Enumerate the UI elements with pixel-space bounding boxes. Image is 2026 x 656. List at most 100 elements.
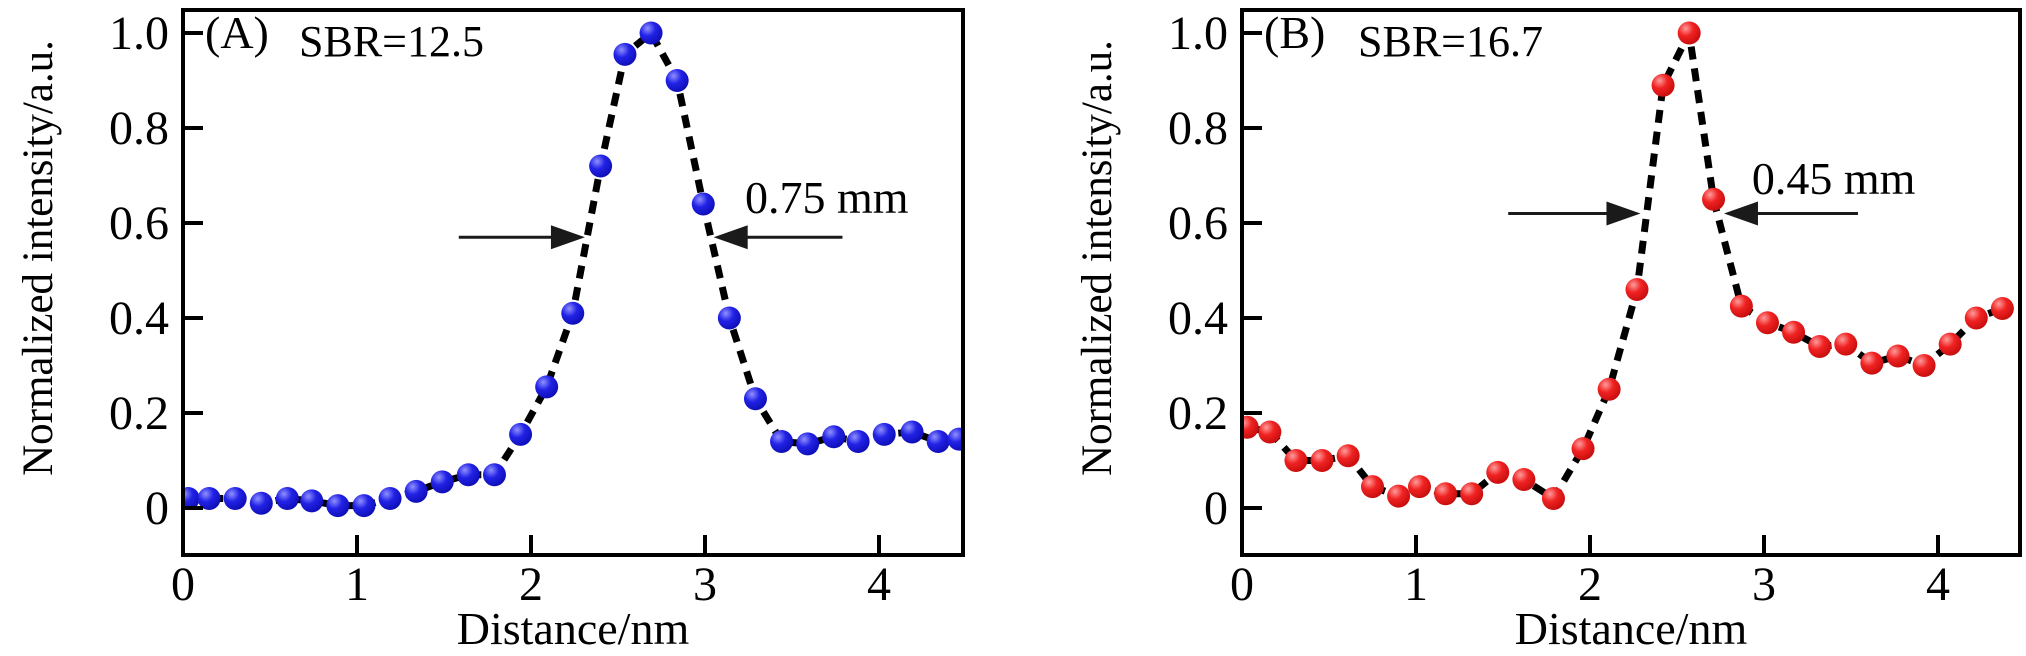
panel-a-data-point xyxy=(535,375,559,399)
panel-b-data-point xyxy=(1310,449,1334,472)
y-tick-label: 0.2 xyxy=(1168,387,1228,440)
y-tick-label: 1.0 xyxy=(109,7,169,60)
panel-a-data-point xyxy=(404,479,428,503)
panel-a-data-point xyxy=(639,21,663,45)
panel-a-fwhm-width-label: 0.75 mm xyxy=(745,172,909,223)
panel-b-data-point xyxy=(1990,297,2014,320)
panel-b-data-point xyxy=(1912,354,1936,377)
panel-a-data-point xyxy=(275,487,299,510)
panel-a-data-point xyxy=(197,487,221,510)
panel-a-data-point xyxy=(509,422,533,446)
panel-b-data-point xyxy=(1541,487,1565,510)
panel-b-data-point xyxy=(1571,437,1595,461)
panel-a-data-point xyxy=(378,487,402,510)
panel-b-plot-box xyxy=(1240,8,2022,557)
panel-a-data-point xyxy=(926,430,950,453)
x-tick-label: 4 xyxy=(1926,558,1950,611)
panel-b-data-point xyxy=(1938,332,1962,356)
panel-b-data-point xyxy=(1886,344,1910,368)
panel-b-data-point xyxy=(1729,294,1753,318)
panel-a-data-point xyxy=(185,487,200,510)
panel-a-data-point xyxy=(613,42,637,66)
panel-b-data-point xyxy=(1486,460,1510,484)
panel-b-data-point xyxy=(1782,320,1806,344)
panel-b-data-point xyxy=(1808,335,1832,358)
panel-b-fwhm-annotation: 0.45 mm xyxy=(1508,153,1916,226)
y-tick-label: 0.8 xyxy=(1168,102,1228,155)
panel-a-data-point xyxy=(223,487,247,510)
panel-b-data-point xyxy=(1361,475,1384,499)
panel-a-data-point xyxy=(665,69,689,92)
y-tick-label: 0 xyxy=(145,482,169,535)
x-tick-label: 2 xyxy=(1578,558,1602,611)
panel-a-data-point xyxy=(717,306,741,330)
panel-a-data-point xyxy=(796,432,820,456)
panel-a: 0 1 2 3 4 0 0.2 0.4 0.6 0.8 1.0 Distance/nm Normaliz… xyxy=(15,7,965,654)
panel-a-data-point xyxy=(482,463,506,487)
panel-b-x-axis-title: Distance/nm xyxy=(1515,603,1748,654)
fwhm-arrowhead-icon xyxy=(550,225,585,250)
fwhm-arrowhead-icon xyxy=(713,225,748,250)
y-tick-label: 0.6 xyxy=(1168,197,1228,250)
panel-b-dashed-line xyxy=(1246,21,2004,504)
y-tick-label: 0.8 xyxy=(109,102,169,155)
panel-a-x-axis-title: Distance/nm xyxy=(457,603,690,654)
panel-a-fwhm-annotation: 0.75 mm xyxy=(458,172,909,250)
panel-a-sbr-label: SBR=12.5 xyxy=(299,17,484,66)
x-tick-label: 2 xyxy=(519,558,543,611)
panel-a-letter-label: (A) xyxy=(205,7,269,58)
panel-a-data-point xyxy=(352,494,376,518)
panel-b-sbr-label: SBR=16.7 xyxy=(1358,17,1543,66)
panel-b-data-point xyxy=(1964,306,1988,330)
panel-a-data-point xyxy=(561,301,585,325)
panel-b-data-point xyxy=(1597,377,1621,401)
panel-b-data-point xyxy=(1284,449,1308,472)
panel-b-data-point xyxy=(1336,444,1360,468)
panel-b-y-axis: 0 0.2 0.4 0.6 0.8 1.0 xyxy=(1168,7,1262,535)
panel-b-data-point xyxy=(1258,420,1282,444)
x-tick-label: 0 xyxy=(171,558,195,611)
panel-b-data-point xyxy=(1651,73,1675,97)
panel-a-data-point xyxy=(743,387,767,411)
panel-a-data-series xyxy=(185,21,961,518)
panel-a-data-point xyxy=(900,420,924,444)
y-tick-label: 1.0 xyxy=(1168,7,1228,60)
y-tick-label: 0.4 xyxy=(1168,292,1228,345)
panel-b-data-point xyxy=(1860,351,1884,375)
panel-a-y-axis-title: Normalized intensity/a.u. xyxy=(15,40,62,476)
x-tick-label: 1 xyxy=(1404,558,1428,611)
panel-b-data-point xyxy=(1755,311,1779,335)
panel-b-data-point xyxy=(1407,475,1431,499)
panel-a-data-point xyxy=(589,154,613,178)
panel-a-data-point xyxy=(300,489,324,513)
panel-b-data-point xyxy=(1460,482,1484,506)
panel-a-data-point xyxy=(691,192,715,216)
panel-a-data-point xyxy=(846,430,870,453)
y-tick-label: 0.2 xyxy=(109,387,169,440)
panel-b-fwhm-width-label: 0.45 mm xyxy=(1752,153,1916,204)
panel-a-y-axis: 0 0.2 0.4 0.6 0.8 1.0 xyxy=(109,7,203,535)
y-tick-label: 0 xyxy=(1204,482,1228,535)
panel-a-data-point xyxy=(249,491,273,515)
x-tick-label: 0 xyxy=(1230,558,1254,611)
panel-a-data-point xyxy=(872,422,896,446)
x-tick-label: 3 xyxy=(693,558,717,611)
panel-b-y-axis-title: Normalized intensity/a.u. xyxy=(1074,40,1121,476)
panel-b-data-point xyxy=(1434,482,1458,506)
panel-b-data-point xyxy=(1625,278,1649,301)
panel-b-data-point xyxy=(1677,21,1701,45)
panel-a-data-point xyxy=(430,470,454,494)
panel-b: 0 1 2 3 4 0 0.2 0.4 0.6 0.8 1.0 Distance/nm Normaliz… xyxy=(1074,7,2022,654)
panel-b-letter-label: (B) xyxy=(1264,7,1325,58)
fwhm-arrowhead-icon xyxy=(1723,201,1758,226)
panel-b-x-axis: 0 1 2 3 4 xyxy=(1230,535,1950,611)
fwhm-arrowhead-icon xyxy=(1606,201,1641,226)
y-tick-label: 0.4 xyxy=(109,292,169,345)
panel-a-data-point xyxy=(947,427,961,451)
panel-a-data-point xyxy=(770,430,794,453)
x-tick-label: 1 xyxy=(345,558,369,611)
x-tick-label: 3 xyxy=(1752,558,1776,611)
panel-b-data-point xyxy=(1244,415,1259,439)
